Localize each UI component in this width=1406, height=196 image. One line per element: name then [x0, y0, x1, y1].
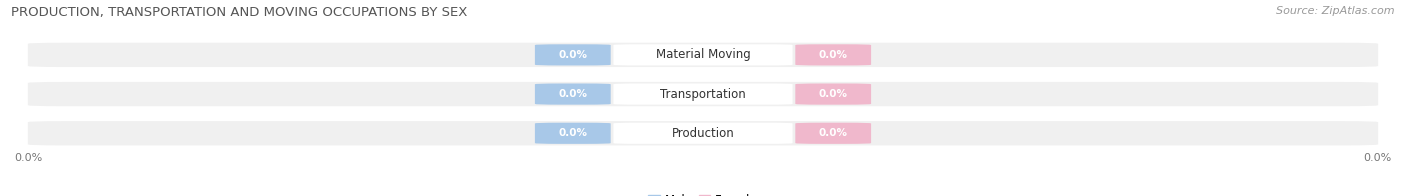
FancyBboxPatch shape	[796, 83, 872, 105]
Text: Transportation: Transportation	[661, 88, 745, 101]
Text: Production: Production	[672, 127, 734, 140]
FancyBboxPatch shape	[28, 43, 1378, 67]
FancyBboxPatch shape	[28, 82, 1378, 106]
Text: 0.0%: 0.0%	[818, 128, 848, 138]
FancyBboxPatch shape	[613, 123, 793, 144]
Text: 0.0%: 0.0%	[558, 50, 588, 60]
FancyBboxPatch shape	[613, 44, 793, 65]
Text: 0.0%: 0.0%	[818, 89, 848, 99]
Text: Material Moving: Material Moving	[655, 48, 751, 61]
Text: Source: ZipAtlas.com: Source: ZipAtlas.com	[1277, 6, 1395, 16]
Legend: Male, Female: Male, Female	[644, 189, 762, 196]
FancyBboxPatch shape	[534, 123, 610, 144]
Text: 0.0%: 0.0%	[818, 50, 848, 60]
FancyBboxPatch shape	[613, 83, 793, 105]
FancyBboxPatch shape	[796, 44, 872, 65]
Text: PRODUCTION, TRANSPORTATION AND MOVING OCCUPATIONS BY SEX: PRODUCTION, TRANSPORTATION AND MOVING OC…	[11, 6, 468, 19]
FancyBboxPatch shape	[534, 44, 610, 65]
Text: 0.0%: 0.0%	[558, 128, 588, 138]
Text: 0.0%: 0.0%	[14, 153, 42, 163]
Text: 0.0%: 0.0%	[1364, 153, 1392, 163]
FancyBboxPatch shape	[796, 123, 872, 144]
Text: 0.0%: 0.0%	[558, 89, 588, 99]
FancyBboxPatch shape	[534, 83, 610, 105]
FancyBboxPatch shape	[28, 121, 1378, 145]
